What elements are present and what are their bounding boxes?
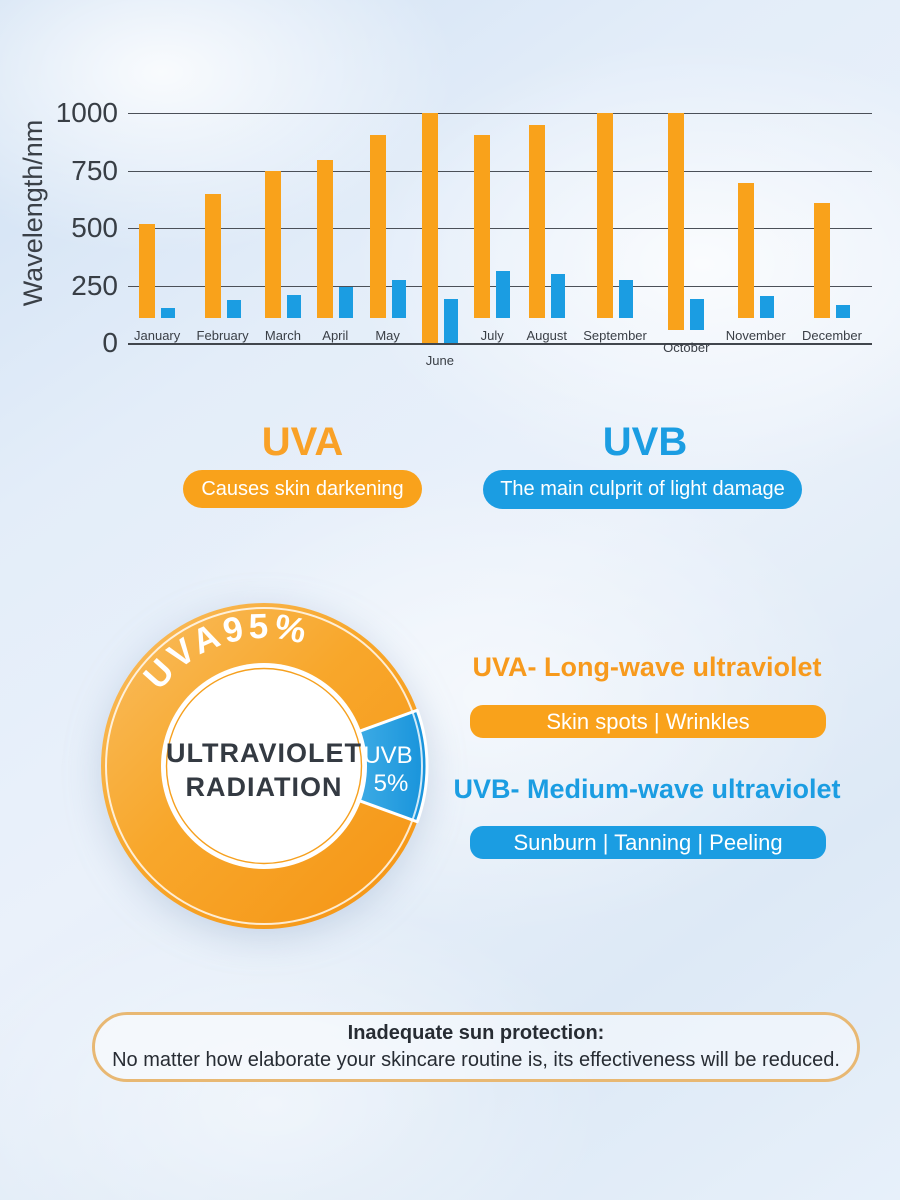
uva-effects-badge: Skin spots | Wrinkles: [470, 705, 826, 738]
y-tick-label: 500: [71, 212, 118, 243]
bar-group-january: January: [134, 113, 180, 343]
bar-group-october: October: [663, 113, 709, 355]
bar-group-february: February: [197, 113, 249, 343]
bar-uvb-march: [286, 295, 301, 318]
bar-uva-december: [813, 203, 830, 318]
x-tick-label: January: [134, 328, 181, 343]
uvb-effects-badge: Sunburn | Tanning | Peeling: [470, 826, 826, 859]
bar-pair: [139, 113, 176, 318]
bar-uvb-september: [619, 280, 634, 318]
bar-uvb-november: [759, 296, 774, 318]
bar-group-november: November: [726, 113, 786, 343]
y-tick-label: 1000: [55, 97, 118, 128]
footer-note: Inadequate sun protection: No matter how…: [92, 1012, 860, 1082]
bar-uvb-july: [496, 270, 511, 318]
donut-outer-ring: [105, 607, 423, 925]
bar-group-december: December: [802, 113, 862, 343]
bar-uva-april: [317, 160, 334, 318]
gridline-500: [128, 228, 872, 229]
uv-donut-chart: UVA95% UVB 5% ULTRAVIOLET RADIATION: [101, 603, 429, 929]
footer-note-body: No matter how elaborate your skincare ro…: [112, 1049, 840, 1071]
y-tick-label: 750: [71, 154, 118, 186]
x-tick-label: July: [480, 328, 504, 343]
bar-uvb-october: [690, 299, 705, 331]
bar-uvb-may: [391, 280, 406, 318]
x-tick-label: March: [264, 328, 301, 343]
bar-chart: 0 250 500 750 1000 January February March April…: [0, 97, 900, 368]
bar-pair: [317, 113, 354, 318]
x-tick-label: October: [663, 340, 710, 356]
bar-uvb-august: [550, 274, 565, 318]
bar-uva-june: [421, 113, 438, 343]
bar-pair: [474, 113, 511, 318]
bar-uva-january: [139, 223, 156, 318]
donut-inner-ring: [165, 667, 363, 865]
donut-center-title-line2: RADIATION: [186, 772, 343, 802]
bar-uvb-january: [161, 307, 176, 318]
x-tick-label: April: [322, 328, 349, 343]
bar-pair: [369, 113, 406, 318]
donut-uvb-label: UVB: [363, 742, 412, 769]
x-tick-label: February: [196, 328, 249, 343]
bar-pair: [421, 113, 458, 343]
x-tick-label: May: [375, 328, 400, 343]
x-tick-label: December: [801, 328, 862, 343]
bar-group-march: March: [265, 113, 301, 343]
bar-uvb-april: [339, 286, 354, 318]
bar-uva-september: [597, 113, 614, 318]
bar-uva-october: [668, 113, 685, 331]
bar-group-may: May: [369, 113, 406, 343]
uvb-title: UVB: [602, 420, 688, 464]
footer-note-title: Inadequate sun protection:: [347, 1022, 605, 1044]
bar-pair: [737, 113, 774, 318]
x-tick-label: August: [526, 328, 567, 343]
uva-detail-heading: UVA- Long-wave ultraviolet: [472, 652, 822, 682]
y-tick-label: 0: [102, 327, 118, 358]
bar-uva-february: [204, 193, 221, 318]
bar-pair: [813, 113, 850, 318]
bar-pair: [528, 113, 565, 318]
uvb-badge: The main culprit of light damage: [483, 470, 802, 509]
bar-uvb-december: [835, 305, 850, 318]
bar-uvb-june: [443, 299, 458, 343]
uva-title: UVA: [261, 420, 344, 464]
bar-pair: [204, 113, 241, 318]
gridline-1000: [128, 113, 872, 114]
uva-badge: Causes skin darkening: [183, 470, 422, 508]
x-tick-label: September: [583, 328, 647, 343]
bar-group-april: April: [317, 113, 354, 343]
bar-uva-may: [369, 135, 386, 318]
bar-pair: [264, 113, 301, 318]
gridline-750: [128, 170, 872, 172]
bar-pair: [597, 113, 634, 318]
bar-group-july: July: [474, 113, 511, 343]
x-tick-label: June: [425, 353, 454, 368]
x-tick-label: November: [725, 328, 786, 343]
bar-uva-november: [737, 183, 754, 318]
y-tick-label: 250: [71, 269, 118, 301]
bar-pair: [668, 113, 705, 331]
bar-group-june: June: [421, 113, 458, 368]
donut-center-disc: [161, 663, 367, 869]
bar-uva-august: [528, 124, 545, 318]
bar-group-august: August: [526, 113, 567, 343]
plot-area: January February March April May June July Augu…: [128, 113, 872, 368]
donut-center-title-line1: ULTRAVIOLET: [166, 738, 362, 768]
bar-uvb-february: [226, 299, 241, 318]
bar-group-september: September: [583, 113, 647, 343]
donut-uvb-percent: 5%: [374, 770, 409, 797]
y-axis-ticks: 0 250 500 750 1000: [0, 97, 118, 358]
bar-uva-march: [264, 170, 281, 318]
uvb-detail-heading: UVB- Medium-wave ultraviolet: [453, 774, 841, 804]
gridline-0: [128, 343, 872, 345]
bar-groups: January February March April May June July Augu…: [128, 113, 872, 368]
bar-uva-july: [474, 135, 491, 318]
